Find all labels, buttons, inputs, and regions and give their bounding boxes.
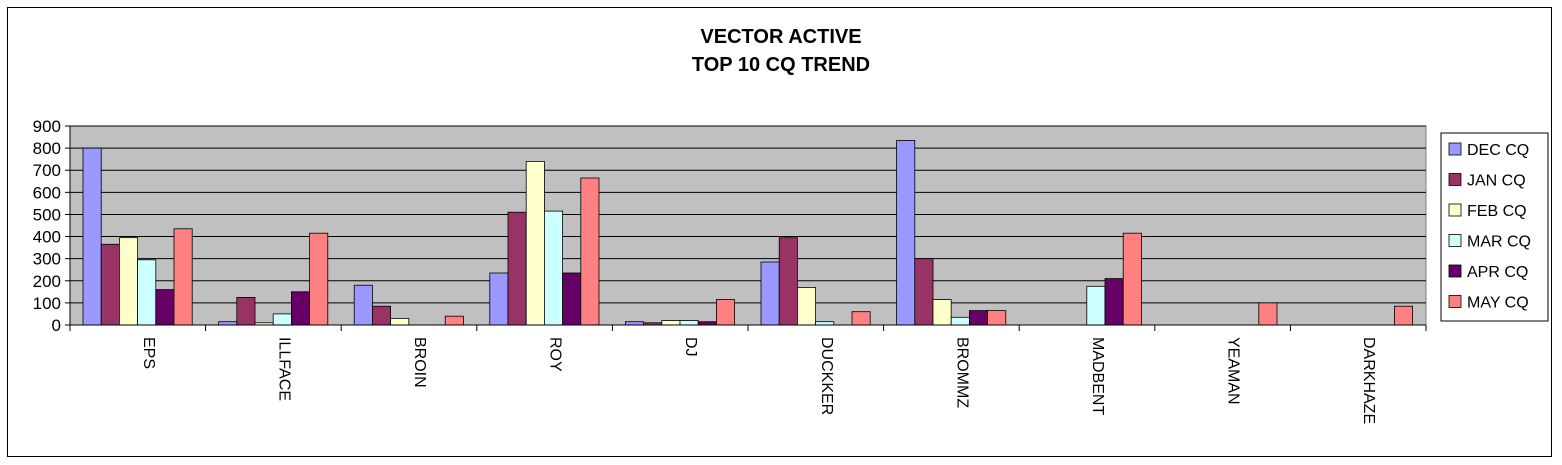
plot-area: [69, 125, 1427, 326]
bar: [914, 258, 934, 326]
bar: [580, 177, 600, 326]
bar: [507, 211, 527, 326]
bar: [679, 320, 699, 326]
chart-title: VECTOR ACTIVE: [700, 26, 861, 48]
bar: [661, 320, 681, 326]
x-category-label: ILLFACE: [275, 337, 292, 401]
x-category-label: DUCKKER: [818, 337, 835, 415]
bar: [137, 259, 157, 326]
bar: [896, 139, 916, 326]
y-tick-label: 900: [33, 117, 61, 136]
x-category-label: BROIN: [411, 337, 428, 388]
legend-swatch: [1448, 264, 1462, 278]
x-category-label: DARKHAZE: [1360, 337, 1377, 424]
bar: [155, 289, 175, 326]
bar: [82, 147, 102, 326]
bar: [236, 296, 256, 326]
bar: [272, 313, 292, 326]
bar: [851, 311, 871, 326]
legend-swatch: [1448, 234, 1462, 247]
bar: [716, 299, 736, 326]
y-tick-label: 0: [52, 316, 61, 335]
legend-label: MAR CQ: [1467, 234, 1531, 251]
bar: [950, 316, 970, 326]
x-category-label: EPS: [140, 337, 157, 369]
y-tick-label: 600: [33, 183, 61, 202]
bar: [489, 272, 509, 326]
bar: [444, 315, 464, 326]
bar: [969, 310, 989, 326]
y-tick-label: 300: [33, 250, 61, 269]
bar: [173, 228, 193, 326]
x-category-label: DJ: [682, 337, 699, 357]
chart-subtitle: TOP 10 CQ TREND: [692, 54, 870, 76]
bar: [932, 299, 952, 326]
legend-label: FEB CQ: [1467, 203, 1527, 220]
y-tick-label: 400: [33, 228, 61, 247]
bar: [1394, 305, 1414, 326]
bar: [778, 237, 798, 326]
plot-background: [69, 125, 1427, 326]
legend-swatch: [1448, 142, 1462, 156]
bar: [525, 160, 545, 326]
x-category-label: MADBENT: [1089, 337, 1106, 415]
legend: DEC CQ JAN CQ FEB CQ MAR CQ APR CQ MAY CQ: [1440, 132, 1549, 322]
bar: [562, 272, 582, 326]
bar: [371, 305, 391, 326]
bar: [1086, 285, 1106, 326]
x-category-label: YEAMAN: [1225, 337, 1242, 405]
y-tick-label: 100: [33, 294, 61, 313]
bar: [1258, 302, 1278, 326]
bar: [1122, 232, 1142, 326]
legend-label: MAY CQ: [1467, 295, 1529, 312]
legend-label: DEC CQ: [1467, 142, 1529, 159]
x-category-label: ROY: [547, 337, 564, 372]
bar: [119, 237, 139, 326]
x-category-label: BROMMZ: [953, 337, 970, 408]
bar: [760, 261, 780, 326]
bar: [544, 210, 564, 326]
bar: [390, 317, 410, 326]
legend-label: APR CQ: [1467, 264, 1528, 281]
bar: [100, 243, 120, 326]
y-tick-label: 200: [33, 272, 61, 291]
axes: 0 100 200 300 400 500 600 700 800 900 EPS ILLFACE BR…: [33, 117, 1427, 424]
bar: [290, 291, 310, 326]
y-tick-label: 800: [33, 139, 61, 158]
legend-swatch: [1448, 295, 1462, 308]
y-tick-label: 500: [33, 205, 61, 224]
legend-swatch: [1448, 203, 1462, 217]
bar: [797, 286, 817, 326]
legend-box: [1440, 132, 1549, 322]
y-tick-label: 700: [33, 161, 61, 180]
bar: [1104, 278, 1124, 326]
bar: [353, 284, 373, 326]
bar: [309, 232, 329, 326]
legend-label: JAN CQ: [1467, 173, 1526, 190]
bar: [987, 310, 1007, 326]
legend-swatch: [1448, 173, 1462, 186]
